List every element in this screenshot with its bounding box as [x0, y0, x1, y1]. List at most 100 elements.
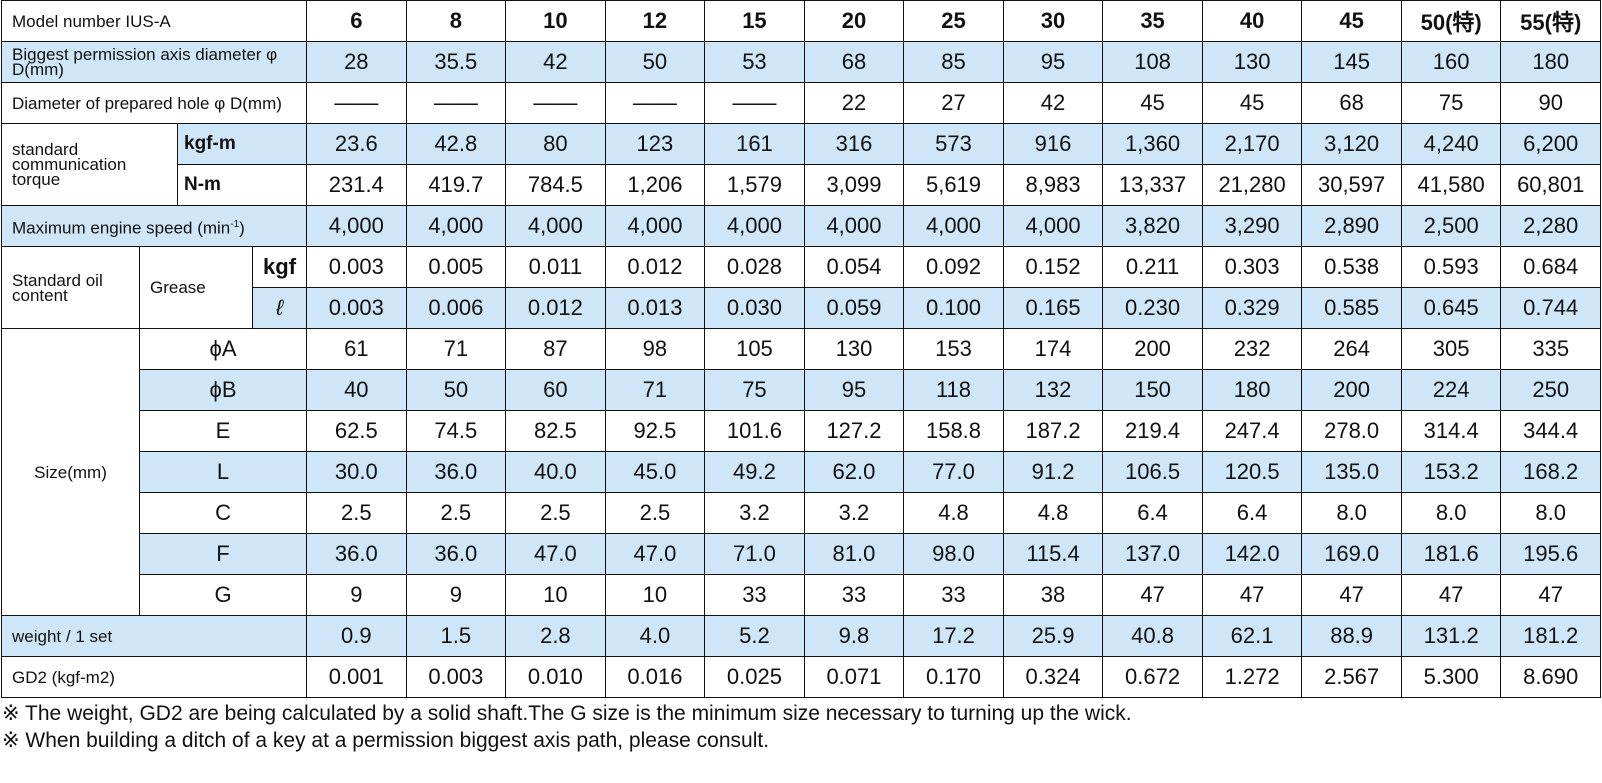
value-cell: 250: [1500, 369, 1601, 411]
value-cell: 22: [803, 82, 905, 124]
value-cell: 0.165: [1002, 287, 1104, 329]
value-cell: 47: [1400, 574, 1502, 616]
value-cell: 6.4: [1102, 492, 1203, 534]
value-cell: 33: [903, 574, 1004, 616]
value-cell: 1.272: [1201, 656, 1303, 698]
value-cell: 47: [1201, 574, 1303, 616]
value-cell: 2.567: [1301, 656, 1402, 698]
value-cell: 0.672: [1102, 656, 1203, 698]
value-cell: 0.092: [903, 246, 1004, 288]
row-label: Maximum engine speed (min-1): [0, 205, 308, 247]
label-sup: -1: [230, 218, 240, 230]
value-cell: 62.0: [803, 451, 905, 493]
value-cell: 95: [803, 369, 905, 411]
value-cell: 137.0: [1102, 533, 1203, 575]
row-label: weight / 1 set: [0, 615, 308, 657]
value-cell: 74.5: [405, 410, 507, 452]
value-cell: 9: [306, 574, 407, 616]
value-cell: 195.6: [1500, 533, 1601, 575]
value-cell: 13,337: [1102, 164, 1203, 206]
value-cell: 316: [803, 123, 905, 165]
value-cell: 4,000: [803, 205, 905, 247]
value-cell: 9: [405, 574, 507, 616]
label-text: Maximum engine speed (min: [12, 218, 231, 238]
value-cell: 95: [1002, 41, 1104, 83]
value-cell: 168.2: [1500, 451, 1601, 493]
value-cell: ——: [505, 82, 606, 124]
value-cell: 30,597: [1301, 164, 1402, 206]
sub-label: C: [138, 492, 308, 534]
value-cell: 181.2: [1500, 615, 1601, 657]
subgroup-label: Grease: [139, 246, 253, 329]
value-cell: 6,200: [1500, 123, 1601, 165]
value-cell: 200: [1301, 369, 1402, 411]
value-cell: 4,000: [604, 205, 706, 247]
value-cell: 5,619: [903, 164, 1004, 206]
value-cell: 71: [405, 328, 507, 370]
value-cell: 314.4: [1400, 410, 1502, 452]
value-cell: 264: [1301, 328, 1402, 370]
value-cell: 45: [1102, 82, 1203, 124]
value-cell: 106.5: [1102, 451, 1203, 493]
sub-label: ϕA: [138, 328, 308, 370]
row-label: Diameter of prepared hole φ D(mm): [0, 82, 308, 124]
value-cell: 4,000: [1002, 205, 1104, 247]
value-cell: 161: [704, 123, 805, 165]
value-cell: 2.5: [505, 492, 606, 534]
value-cell: 47.0: [604, 533, 706, 575]
value-cell: 0.593: [1400, 246, 1502, 288]
model-number: 35: [1102, 0, 1203, 42]
value-cell: 0.329: [1201, 287, 1303, 329]
value-cell: 36.0: [405, 451, 507, 493]
value-cell: 419.7: [405, 164, 507, 206]
value-cell: 3.2: [803, 492, 905, 534]
value-cell: 42: [505, 41, 606, 83]
model-number: 10: [505, 0, 606, 42]
value-cell: 68: [803, 41, 905, 83]
model-number: 12: [604, 0, 706, 42]
value-cell: 142.0: [1201, 533, 1303, 575]
value-cell: 2,170: [1201, 123, 1303, 165]
value-cell: 3,120: [1301, 123, 1402, 165]
value-cell: 77.0: [903, 451, 1004, 493]
value-cell: 17.2: [903, 615, 1004, 657]
model-number: 8: [405, 0, 507, 42]
value-cell: 916: [1002, 123, 1104, 165]
value-cell: 108: [1102, 41, 1203, 83]
value-cell: 41,580: [1400, 164, 1502, 206]
value-cell: 4.0: [604, 615, 706, 657]
value-cell: 8.0: [1500, 492, 1601, 534]
value-cell: 5.2: [704, 615, 805, 657]
value-cell: 2.5: [405, 492, 507, 534]
value-cell: 53: [704, 41, 805, 83]
value-cell: 180: [1500, 41, 1601, 83]
value-cell: 232: [1201, 328, 1303, 370]
sub-label: kgf-m: [176, 123, 308, 165]
value-cell: 68: [1301, 82, 1402, 124]
value-cell: 145: [1301, 41, 1402, 83]
value-cell: 5.300: [1400, 656, 1502, 698]
model-number: 40: [1201, 0, 1303, 42]
value-cell: 0.059: [803, 287, 905, 329]
value-cell: 3,820: [1102, 205, 1203, 247]
value-cell: 187.2: [1002, 410, 1104, 452]
value-cell: ——: [306, 82, 407, 124]
value-cell: 4,000: [704, 205, 805, 247]
sub-label: L: [138, 451, 308, 493]
value-cell: 36.0: [306, 533, 407, 575]
value-cell: 8,983: [1002, 164, 1104, 206]
value-cell: 49.2: [704, 451, 805, 493]
value-cell: 0.012: [505, 287, 606, 329]
value-cell: 2.8: [505, 615, 606, 657]
sub-label: kgf: [251, 246, 308, 288]
value-cell: 90: [1500, 82, 1601, 124]
value-cell: 0.001: [306, 656, 407, 698]
value-cell: 181.6: [1400, 533, 1502, 575]
value-cell: 158.8: [903, 410, 1004, 452]
value-cell: 40.8: [1102, 615, 1203, 657]
row-label: GD2 (kgf-m2): [0, 656, 308, 698]
value-cell: 80: [505, 123, 606, 165]
value-cell: 118: [903, 369, 1004, 411]
value-cell: 247.4: [1201, 410, 1303, 452]
value-cell: 231.4: [306, 164, 407, 206]
